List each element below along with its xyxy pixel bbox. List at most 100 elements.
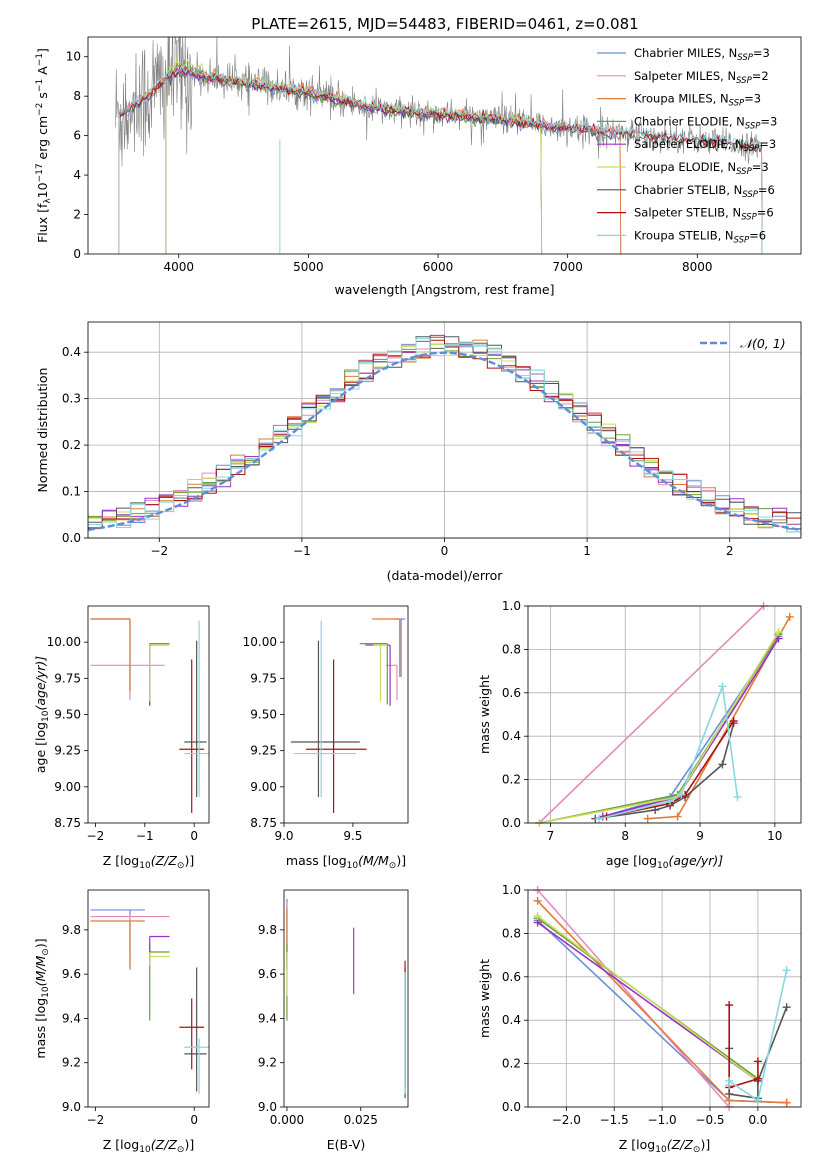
ebv-mass-axes: 0.000 0.025 9.0 9.2 9.4 9.6 9.8: [258, 923, 378, 1127]
weight-series-line: [537, 921, 759, 1082]
spectrum-legend: Chabrier MILES, NSSP=3 Salpeter MILES, NS…: [597, 46, 777, 245]
ebv-mass-errorbars: [286, 898, 406, 1099]
spectrum-lines: [114, 37, 763, 254]
z-mass-errorbars: [90, 909, 209, 1094]
y-axis-label: Normed distribution: [35, 368, 50, 493]
y-tick-label: 1.0: [502, 883, 521, 897]
model-spectrum-line: [165, 57, 543, 254]
y-tick-label: 9.00: [250, 780, 277, 794]
x-tick-label: −2: [150, 544, 168, 558]
z-weight-frame: [527, 889, 802, 1108]
x-tick-label: 9.5: [343, 829, 362, 843]
y-axis-label: age [log10(age/yr)]: [33, 656, 51, 773]
x-tick-label: 2: [726, 544, 734, 558]
y-tick-label: 8: [73, 89, 81, 103]
y-tick-label: 9.75: [250, 671, 277, 685]
x-axis-label: E(B-V): [327, 1137, 366, 1152]
x-axis-label: wavelength [Angstrom, rest frame]: [334, 282, 554, 297]
x-tick-label: 9.0: [274, 829, 293, 843]
histogram-series: [88, 338, 801, 533]
y-tick-label: 0.2: [502, 1057, 521, 1071]
mass-age-axes: 9.0 9.5 8.75 9.00 9.25 9.50 9.75 10.00: [243, 635, 363, 843]
y-tick-label: 4: [73, 168, 81, 182]
z-weight-series: [533, 886, 791, 1111]
y-tick-label: 0.6: [502, 970, 521, 984]
x-tick-label: 8000: [682, 260, 713, 274]
x-tick-label: 1: [583, 544, 591, 558]
y-tick-label: 0.4: [502, 729, 521, 743]
y-tick-label: 9.50: [250, 708, 277, 722]
x-tick-label: 10: [767, 829, 782, 843]
y-tick-label: 0.2: [502, 773, 521, 787]
y-tick-label: 9.2: [62, 1056, 81, 1070]
y-tick-label: 10.00: [243, 635, 277, 649]
normal-curve: [88, 351, 801, 532]
ebv-mass-frame: [283, 889, 409, 1108]
model-spectrum-line: [118, 63, 622, 254]
y-tick-label: 6: [73, 129, 81, 143]
x-tick-label: −1.5: [600, 1113, 629, 1127]
x-tick-label: −1: [293, 544, 311, 558]
y-axis-label: Flux [fλ10−17 erg cm−2 s−1 A−1]: [35, 48, 53, 243]
weight-series-line: [602, 635, 780, 818]
y-tick-label: 9.2: [258, 1056, 277, 1070]
y-tick-label: 0: [73, 247, 81, 261]
y-axis-label: mass weight: [477, 675, 492, 754]
x-tick-label: 0: [190, 829, 198, 843]
y-tick-label: 0.3: [62, 392, 81, 406]
legend-label: Chabrier MILES, NSSP=3: [634, 46, 770, 63]
model-spectrum-line: [165, 62, 543, 254]
x-tick-label: 7: [547, 829, 555, 843]
legend-label: Kroupa STELIB, NSSP=6: [634, 228, 766, 245]
z-age-axes: −2 −1 0 8.75 9.00 9.25 9.50 9.75 10.00: [47, 635, 198, 843]
legend-label: Salpeter ELODIE, NSSP=3: [634, 137, 776, 154]
y-tick-label: 9.8: [258, 923, 277, 937]
weight-series-line: [539, 631, 780, 824]
x-tick-label: 7000: [552, 260, 583, 274]
y-tick-label: 0.0: [62, 531, 81, 545]
x-tick-label: −2.0: [552, 1113, 581, 1127]
y-tick-label: 9.0: [258, 1100, 277, 1114]
x-tick-label: 0.025: [344, 1113, 378, 1127]
weight-series-line: [537, 889, 730, 1108]
x-tick-label: 0.0: [748, 1113, 767, 1127]
y-tick-label: 8.75: [54, 816, 81, 830]
y-axis-label: mass [log10(M/M⊙)]: [33, 938, 51, 1058]
y-tick-label: 0.8: [502, 642, 521, 656]
y-tick-label: 9.4: [62, 1011, 81, 1025]
weight-series-line: [538, 605, 765, 824]
x-tick-label: 0: [441, 544, 449, 558]
model-spectrum-line: [118, 70, 622, 254]
z-weight-axes: −2.0 −1.5 −1.0 −0.5 0.0 0.0 0.2 0.4 0.6 0.8 1.0: [502, 883, 801, 1127]
y-tick-label: 9.0: [62, 1100, 81, 1114]
legend-label: Salpeter MILES, NSSP=2: [634, 69, 769, 86]
mass-age-frame: [283, 605, 409, 824]
y-tick-label: 9.6: [62, 967, 81, 981]
age-weight-series: [535, 602, 794, 827]
weight-series-line: [602, 638, 780, 818]
x-axis-label: Z [log10(Z/Z⊙)]: [103, 853, 194, 871]
y-tick-label: 10: [66, 50, 81, 64]
y-tick-label: 9.8: [62, 923, 81, 937]
z-mass-frame: [87, 889, 210, 1108]
y-tick-label: 8.75: [250, 816, 277, 830]
y-tick-label: 0.4: [502, 1013, 521, 1027]
residual-frame: [87, 321, 802, 539]
y-tick-label: 2: [73, 208, 81, 222]
y-tick-label: 0.0: [502, 816, 521, 830]
x-tick-label: −1: [136, 829, 154, 843]
y-tick-label: 0.0: [502, 1100, 521, 1114]
y-axis-label: mass weight: [477, 959, 492, 1038]
spectrum-axes: 4000 5000 6000 7000 8000 0 2 4 6 8 10: [66, 50, 713, 274]
y-tick-label: 0.4: [62, 345, 81, 359]
weight-series-line: [728, 1005, 759, 1089]
x-tick-label: 9: [696, 829, 704, 843]
y-tick-label: 0.8: [502, 926, 521, 940]
y-tick-label: 9.75: [54, 671, 81, 685]
x-tick-label: 5000: [293, 260, 324, 274]
weight-series-line: [606, 720, 735, 818]
y-tick-label: 10.00: [47, 635, 81, 649]
residual-histograms: [88, 334, 801, 536]
